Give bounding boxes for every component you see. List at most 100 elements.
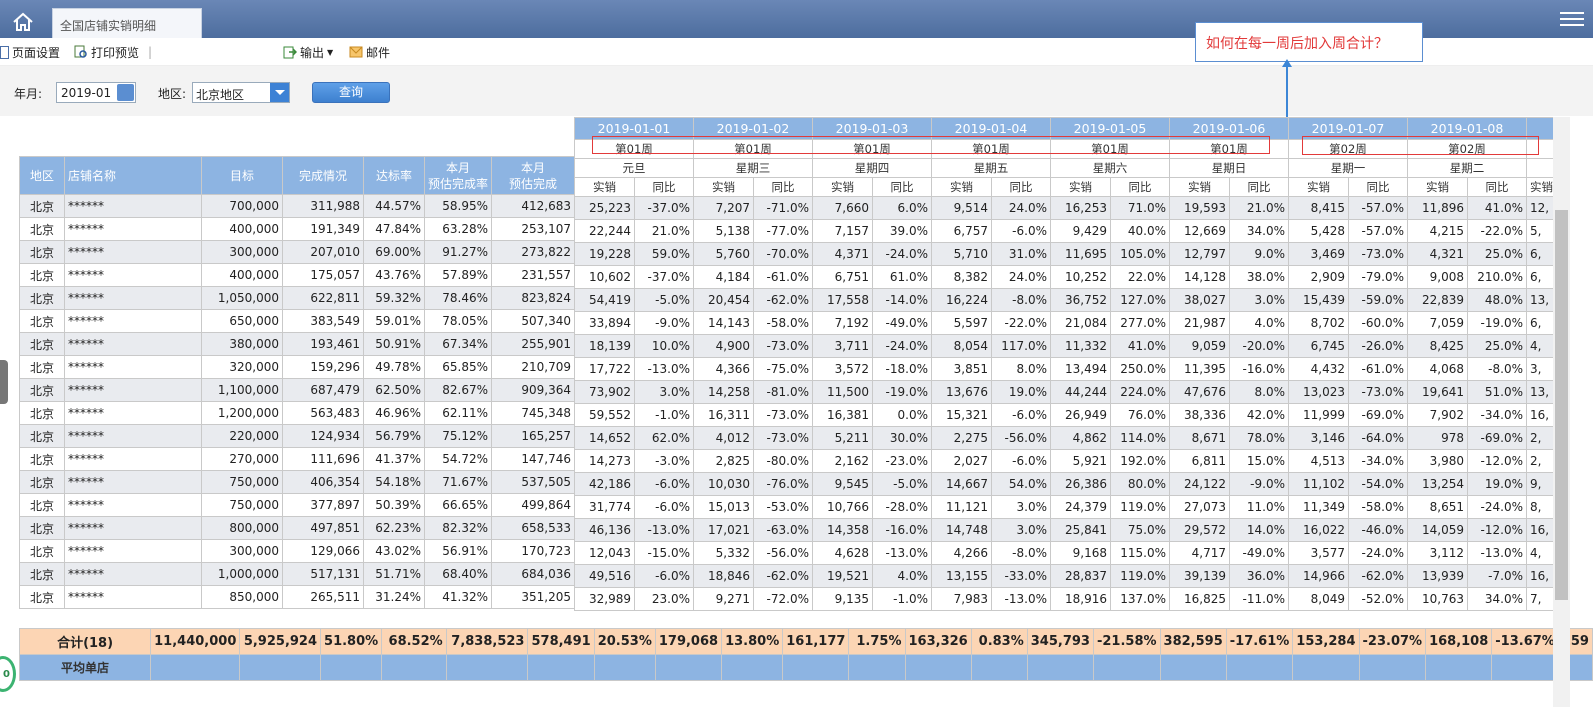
cell-sales: 14,748 bbox=[931, 518, 992, 542]
cell-target: 300,000 bbox=[201, 539, 283, 563]
store-summary-table: 地区 店铺名称 目标 完成情况 达标率 本月 预估完成率 本月 预估完成 北京 ***… bbox=[19, 156, 576, 609]
cell-store: ****** bbox=[64, 470, 202, 494]
home-button[interactable] bbox=[0, 6, 46, 38]
table-row[interactable]: 73,902 3.0% 14,258 -81.0% 11,500 -19.0% 13,676… bbox=[574, 380, 1557, 404]
table-row[interactable]: 北京 ****** 300,000 207,010 69.00% 91.27% 273,82… bbox=[19, 240, 576, 264]
cell-sales-partial: 6, bbox=[1526, 311, 1557, 335]
table-row[interactable]: 北京 ****** 750,000 406,354 54.18% 71.67% 537,50… bbox=[19, 470, 576, 494]
cell-yoy: -62.0% bbox=[1348, 564, 1408, 588]
cell-yoy: -73.0% bbox=[753, 403, 813, 427]
table-row[interactable]: 北京 ****** 1,100,000 687,479 62.50% 82.67% 909,… bbox=[19, 378, 576, 402]
cell-done: 207,010 bbox=[282, 240, 364, 264]
scrollbar-thumb[interactable] bbox=[1555, 210, 1568, 600]
cell-month-rate: 68.40% bbox=[423, 562, 493, 586]
total-rate: 51.80% bbox=[320, 628, 383, 655]
cell-yoy: 224.0% bbox=[1110, 380, 1170, 404]
region-value: 北京地区 bbox=[196, 88, 245, 102]
table-row[interactable]: 北京 ****** 300,000 129,066 43.02% 56.91% 170,72… bbox=[19, 539, 576, 563]
calendar-icon[interactable] bbox=[117, 84, 134, 101]
cell-yoy: -52.0% bbox=[1348, 587, 1408, 611]
cell-rate: 56.79% bbox=[363, 424, 425, 448]
average-cell bbox=[1292, 654, 1360, 681]
col-yoy: 同比 bbox=[1110, 177, 1170, 197]
menu-icon[interactable] bbox=[1560, 12, 1584, 32]
table-row[interactable]: 北京 ****** 270,000 111,696 41.37% 54.72% 147,74… bbox=[19, 447, 576, 471]
table-row[interactable]: 北京 ****** 380,000 193,461 50.91% 67.34% 255,90… bbox=[19, 332, 576, 356]
export-label: 输出 bbox=[300, 45, 325, 60]
col-month-complete: 本月 预估完成 bbox=[491, 156, 576, 195]
cell-sales: 3,851 bbox=[931, 357, 992, 381]
table-row[interactable]: 14,273 -3.0% 2,825 -80.0% 2,162 -23.0% 2,027 -6… bbox=[574, 449, 1557, 473]
col-sales: 实销 bbox=[812, 177, 873, 197]
cell-yoy: -33.0% bbox=[991, 564, 1051, 588]
side-panel-handle[interactable] bbox=[0, 360, 8, 404]
cell-yoy: 76.0% bbox=[1110, 403, 1170, 427]
table-row[interactable]: 31,774 -6.0% 15,013 -53.0% 10,766 -28.0% 11,12… bbox=[574, 495, 1557, 519]
cell-sales: 24,379 bbox=[1050, 495, 1111, 519]
table-row[interactable]: 北京 ****** 850,000 265,511 31.24% 41.32% 351,20… bbox=[19, 585, 576, 609]
cell-yoy: 8.0% bbox=[1229, 380, 1289, 404]
cell-region: 北京 bbox=[19, 217, 65, 241]
table-row[interactable]: 北京 ****** 1,000,000 517,131 51.71% 68.40% 684,… bbox=[19, 562, 576, 586]
table-row[interactable]: 北京 ****** 650,000 383,549 59.01% 78.05% 507,34… bbox=[19, 309, 576, 333]
cell-sales: 11,332 bbox=[1050, 334, 1111, 358]
table-row[interactable]: 北京 ****** 320,000 159,296 49.78% 65.85% 210,70… bbox=[19, 355, 576, 379]
cell-sales: 8,702 bbox=[1288, 311, 1349, 335]
cell-region: 北京 bbox=[19, 378, 65, 402]
region-select[interactable]: 北京地区 bbox=[192, 82, 290, 103]
cell-month-rate: 57.89% bbox=[423, 263, 493, 287]
cell-yoy: -24.0% bbox=[1467, 495, 1527, 519]
table-row[interactable]: 18,139 10.0% 4,900 -73.0% 3,711 -24.0% 8,054 11… bbox=[574, 334, 1557, 358]
cell-month-complete: 507,340 bbox=[491, 309, 576, 333]
table-row[interactable]: 北京 ****** 700,000 311,988 44.57% 58.95% 412,68… bbox=[19, 194, 576, 218]
dropdown-arrow-icon[interactable] bbox=[270, 83, 289, 102]
table-row[interactable]: 25,223 -37.0% 7,207 -71.0% 7,660 6.0% 9,514 24.… bbox=[574, 196, 1557, 220]
table-row[interactable]: 59,552 -1.0% 16,311 -73.0% 16,381 0.0% 15,321-… bbox=[574, 403, 1557, 427]
table-row[interactable]: 北京 ****** 750,000 377,897 50.39% 66.65% 499,86… bbox=[19, 493, 576, 517]
table-row[interactable]: 北京 ****** 1,050,000 622,811 59.32% 78.46% 823,… bbox=[19, 286, 576, 310]
cell-sales: 32,989 bbox=[574, 587, 635, 611]
weekday-header: 星期日 bbox=[1169, 158, 1289, 178]
cell-yoy: -58.0% bbox=[753, 311, 813, 335]
average-cell bbox=[1026, 654, 1094, 681]
table-row[interactable]: 17,722 -13.0% 4,366 -75.0% 3,572 -18.0% 3,851 8… bbox=[574, 357, 1557, 381]
col-month-rate: 本月 预估完成率 bbox=[423, 156, 493, 195]
cell-sales: 8,054 bbox=[931, 334, 992, 358]
table-row[interactable]: 19,228 59.0% 5,760 -70.0% 4,371 -24.0% 5,710 31… bbox=[574, 242, 1557, 266]
table-row[interactable]: 北京 ****** 400,000 175,057 43.76% 57.89% 231,55… bbox=[19, 263, 576, 287]
col-yoy: 同比 bbox=[1348, 177, 1408, 197]
table-row[interactable]: 33,894 -9.0% 14,143 -58.0% 7,192 -49.0% 5,597-… bbox=[574, 311, 1557, 335]
table-row[interactable]: 北京 ****** 1,200,000 563,483 46.96% 62.11% 745,… bbox=[19, 401, 576, 425]
cell-sales: 11,695 bbox=[1050, 242, 1111, 266]
cell-yoy: -34.0% bbox=[1467, 403, 1527, 427]
year-month-input[interactable]: 2019-01 bbox=[56, 82, 136, 103]
cell-done: 191,349 bbox=[282, 217, 364, 241]
table-row[interactable]: 46,136 -13.0% 17,021 -63.0% 14,358 -16.0% 14,7… bbox=[574, 518, 1557, 542]
table-row[interactable]: 14,652 62.0% 4,012 -73.0% 5,211 30.0% 2,275 -56… bbox=[574, 426, 1557, 450]
print-preview-button[interactable]: 打印预览 bbox=[74, 44, 139, 60]
cell-store: ****** bbox=[64, 401, 202, 425]
cell-yoy: -19.0% bbox=[1467, 311, 1527, 335]
page-setup-button[interactable]: 页面设置 bbox=[0, 44, 60, 60]
query-button[interactable]: 查询 bbox=[312, 82, 390, 103]
page-setup-label: 页面设置 bbox=[12, 45, 61, 60]
tab-title: 全国店铺实销明细 bbox=[60, 19, 157, 33]
table-row[interactable]: 10,602 -37.0% 4,184 -61.0% 6,751 61.0% 8,382 24… bbox=[574, 265, 1557, 289]
table-row[interactable]: 12,043 -15.0% 5,332 -56.0% 4,628 -13.0% 4,266-… bbox=[574, 541, 1557, 565]
cell-sales-partial: 16, bbox=[1526, 403, 1557, 427]
table-row[interactable]: 49,516 -6.0% 18,846 -62.0% 19,521 4.0% 13,155-… bbox=[574, 564, 1557, 588]
tab-store-sales[interactable]: 全国店铺实销明细 bbox=[52, 8, 202, 38]
table-row[interactable]: 北京 ****** 800,000 497,851 62.23% 82.32% 658,53… bbox=[19, 516, 576, 540]
average-cell bbox=[1159, 654, 1227, 681]
week2-highlight bbox=[1302, 136, 1539, 155]
table-row[interactable]: 32,989 23.0% 9,271 -72.0% 9,135 -1.0% 7,983 -13… bbox=[574, 587, 1557, 611]
cell-yoy: -60.0% bbox=[1348, 311, 1408, 335]
table-row[interactable]: 北京 ****** 220,000 124,934 56.79% 75.12% 165,25… bbox=[19, 424, 576, 448]
export-button[interactable]: 输出 ▼ bbox=[283, 44, 333, 60]
cell-sales: 18,139 bbox=[574, 334, 635, 358]
table-row[interactable]: 北京 ****** 400,000 191,349 47.84% 63.28% 253,10… bbox=[19, 217, 576, 241]
mail-button[interactable]: 邮件 bbox=[349, 44, 390, 60]
table-row[interactable]: 42,186 -6.0% 10,030 -76.0% 9,545 -5.0% 14,667 5… bbox=[574, 472, 1557, 496]
table-row[interactable]: 22,244 21.0% 5,138 -77.0% 7,157 39.0% 6,757 -6.… bbox=[574, 219, 1557, 243]
table-row[interactable]: 54,419 -5.0% 20,454 -62.0% 17,558 -14.0% 16,22… bbox=[574, 288, 1557, 312]
